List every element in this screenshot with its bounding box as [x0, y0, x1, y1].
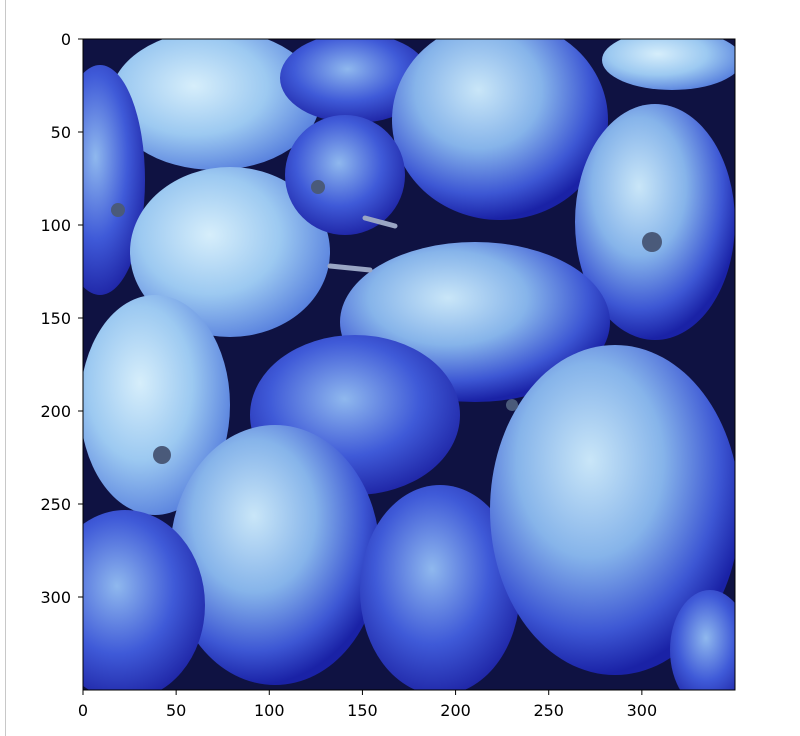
apple-stems: [327, 215, 398, 273]
x-tick-label: 50: [166, 701, 186, 720]
apple-calyx-marks: [111, 180, 662, 464]
axes-frame: [82, 38, 736, 691]
y-tick-label: 50: [51, 123, 71, 142]
y-tick-label: 0: [61, 30, 71, 49]
apples-image: [83, 39, 735, 690]
x-tick-label: 300: [627, 701, 658, 720]
y-tick-label: 200: [40, 402, 71, 421]
x-tick-label: 200: [440, 701, 471, 720]
cell-left-border: [5, 0, 6, 736]
y-tick-label: 300: [40, 588, 71, 607]
y-tick-label: 100: [40, 216, 71, 235]
y-tick-label: 250: [40, 495, 71, 514]
x-tick-label: 150: [347, 701, 378, 720]
y-tick-label: 150: [40, 309, 71, 328]
y-axis: 0 50 100 150 200 250 300: [40, 30, 83, 607]
x-axis: 0 50 100 150 200 250 300: [78, 690, 657, 720]
x-tick-label: 100: [254, 701, 285, 720]
x-tick-label: 250: [533, 701, 564, 720]
x-tick-label: 0: [78, 701, 88, 720]
